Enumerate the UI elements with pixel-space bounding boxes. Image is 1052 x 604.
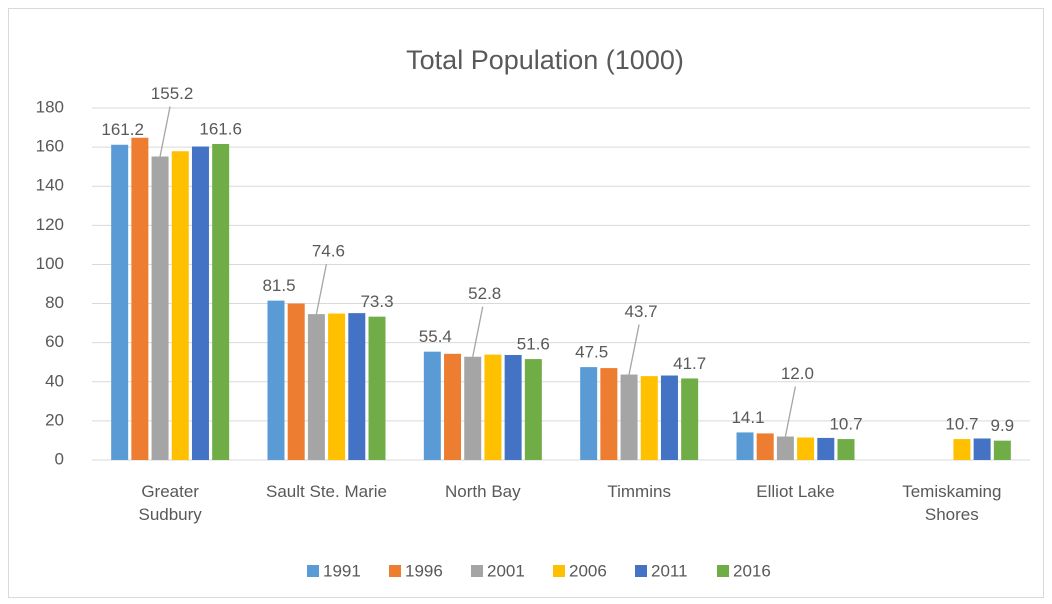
bar bbox=[464, 356, 482, 460]
bar bbox=[620, 374, 638, 460]
bar bbox=[171, 151, 189, 460]
legend-label: 2001 bbox=[487, 561, 525, 580]
data-label: 14.1 bbox=[731, 408, 764, 427]
bar bbox=[953, 439, 971, 460]
bar bbox=[524, 359, 542, 460]
bar bbox=[837, 439, 855, 460]
y-tick-label: 160 bbox=[36, 137, 64, 156]
x-tick-label: Temiskaming Shores bbox=[902, 482, 1002, 524]
leader-line bbox=[315, 263, 328, 315]
y-tick-label: 60 bbox=[45, 332, 64, 351]
bar bbox=[993, 440, 1011, 460]
leader-line bbox=[784, 386, 797, 437]
bar bbox=[111, 144, 129, 460]
bar bbox=[640, 376, 658, 460]
bar bbox=[307, 314, 325, 460]
bar bbox=[504, 354, 522, 460]
legend-swatch bbox=[471, 565, 483, 577]
bar bbox=[736, 432, 754, 460]
bar bbox=[348, 313, 366, 460]
legend-swatch bbox=[307, 565, 319, 577]
data-label: 41.7 bbox=[673, 354, 706, 373]
bar bbox=[151, 156, 169, 460]
bar bbox=[368, 316, 386, 460]
bar bbox=[817, 437, 835, 460]
legend-swatch bbox=[717, 565, 729, 577]
data-label: 10.7 bbox=[829, 415, 862, 434]
data-label: 74.6 bbox=[312, 242, 345, 261]
leader-line bbox=[628, 324, 640, 375]
legend-label: 1991 bbox=[323, 561, 361, 580]
data-label: 47.5 bbox=[575, 343, 608, 362]
x-tick-label: Elliot Lake bbox=[756, 482, 835, 501]
legend-swatch bbox=[635, 565, 647, 577]
bar bbox=[191, 146, 209, 460]
y-tick-label: 80 bbox=[45, 293, 64, 312]
bar bbox=[600, 368, 618, 460]
bar bbox=[660, 375, 678, 460]
bar bbox=[797, 437, 815, 460]
data-label: 161.2 bbox=[101, 120, 144, 139]
bar bbox=[423, 351, 441, 460]
data-label: 155.2 bbox=[151, 84, 194, 103]
y-tick-label: 20 bbox=[45, 410, 64, 429]
bar bbox=[328, 313, 346, 460]
y-tick-label: 100 bbox=[36, 254, 64, 273]
y-tick-label: 180 bbox=[36, 97, 64, 116]
legend-label: 2011 bbox=[651, 561, 688, 580]
leader-line bbox=[159, 106, 171, 157]
bar bbox=[681, 378, 699, 460]
x-tick-label: North Bay bbox=[445, 482, 521, 501]
bar bbox=[973, 438, 991, 460]
x-tick-label: Sault Ste. Marie bbox=[266, 482, 387, 501]
bar bbox=[484, 354, 502, 460]
leader-line bbox=[472, 306, 484, 357]
x-tick-label: Greater Sudbury bbox=[138, 482, 202, 524]
bar bbox=[756, 433, 774, 460]
bar bbox=[444, 353, 462, 460]
bar bbox=[212, 143, 230, 460]
y-tick-label: 120 bbox=[36, 215, 64, 234]
data-label: 9.9 bbox=[991, 416, 1015, 435]
data-label: 12.0 bbox=[781, 364, 814, 383]
data-label: 52.8 bbox=[468, 284, 501, 303]
y-tick-label: 0 bbox=[55, 449, 64, 468]
legend-swatch bbox=[389, 565, 401, 577]
legend-label: 2006 bbox=[569, 561, 607, 580]
chart-title: Total Population (1000) bbox=[406, 45, 684, 75]
bar bbox=[580, 367, 598, 460]
y-tick-label: 140 bbox=[36, 176, 64, 195]
bar bbox=[287, 303, 305, 460]
bar bbox=[131, 137, 149, 461]
legend-label: 1996 bbox=[405, 561, 443, 580]
data-label: 55.4 bbox=[419, 327, 452, 346]
data-label: 43.7 bbox=[625, 302, 658, 321]
data-label: 73.3 bbox=[360, 292, 393, 311]
bar bbox=[267, 300, 285, 460]
data-label: 51.6 bbox=[517, 335, 550, 354]
data-label: 81.5 bbox=[262, 276, 295, 295]
legend-swatch bbox=[553, 565, 565, 577]
data-label: 10.7 bbox=[945, 415, 978, 434]
y-tick-label: 40 bbox=[45, 371, 64, 390]
bar bbox=[776, 436, 794, 460]
data-label: 161.6 bbox=[199, 119, 242, 138]
legend-label: 2016 bbox=[733, 561, 771, 580]
x-tick-label: Timmins bbox=[607, 482, 671, 501]
